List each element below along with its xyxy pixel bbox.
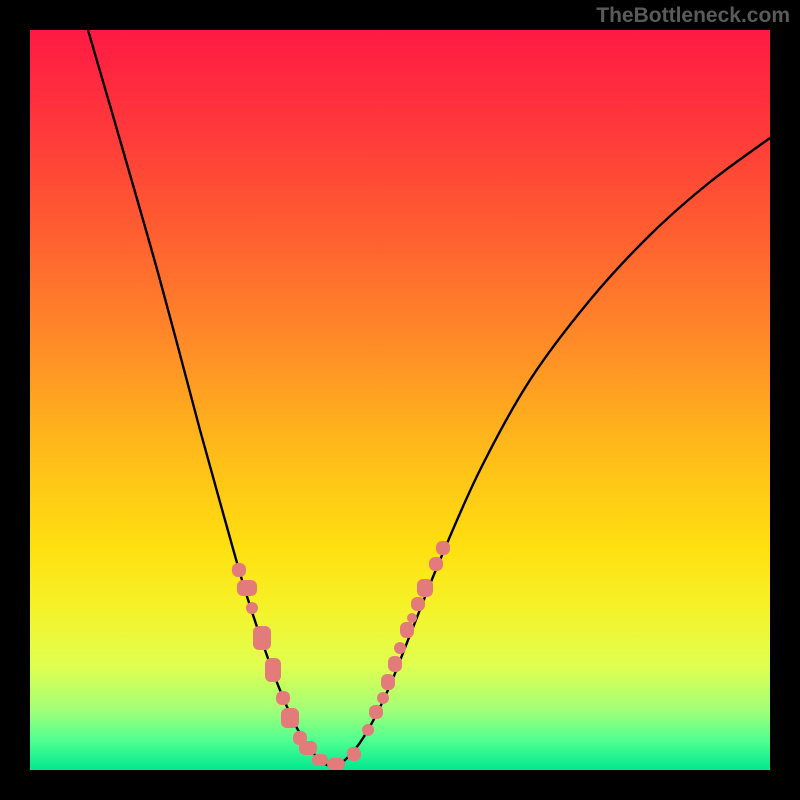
data-marker	[327, 758, 345, 770]
data-marker	[232, 563, 246, 577]
data-marker	[253, 626, 271, 650]
data-marker	[347, 747, 361, 761]
data-marker	[377, 692, 389, 704]
watermark-text: TheBottleneck.com	[596, 4, 790, 28]
data-marker	[246, 602, 258, 614]
data-marker	[436, 541, 450, 555]
data-marker	[299, 741, 317, 755]
data-marker	[265, 658, 281, 682]
data-markers	[232, 541, 450, 770]
data-marker	[237, 580, 257, 596]
chart-svg	[30, 30, 770, 770]
v-curve-line	[88, 30, 770, 766]
data-marker	[429, 557, 443, 571]
data-marker	[388, 656, 402, 672]
data-marker	[417, 579, 433, 597]
data-marker	[362, 724, 374, 736]
data-marker	[276, 691, 290, 705]
data-marker	[369, 705, 383, 719]
data-marker	[281, 708, 299, 728]
data-marker	[381, 674, 395, 690]
data-marker	[400, 622, 414, 638]
data-marker	[411, 597, 425, 611]
data-marker	[394, 642, 406, 654]
plot-area	[30, 30, 770, 770]
data-marker	[407, 613, 417, 623]
data-marker	[293, 731, 307, 745]
data-marker	[312, 754, 328, 766]
